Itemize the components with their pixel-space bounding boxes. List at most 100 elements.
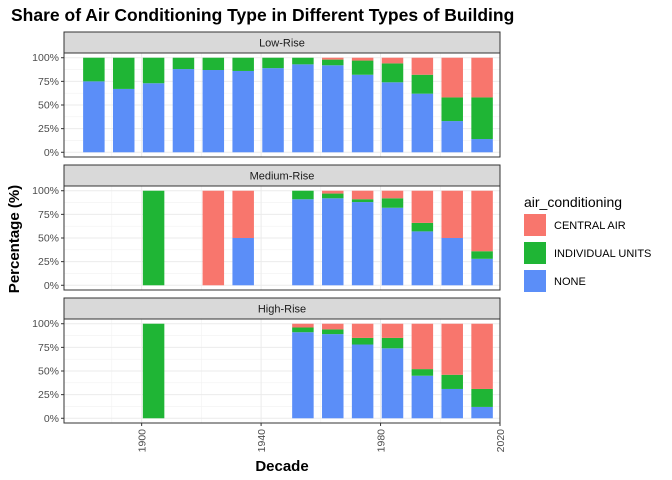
panel-medium-rise: Medium-Rise 0% 25% 50% 75% 100%: [32, 164, 501, 292]
bar-segment-individual: [292, 190, 314, 200]
x-axis: 1900 1940 1980 2020: [137, 423, 507, 452]
chart-title: Share of Air Conditioning Type in Differ…: [11, 5, 514, 25]
bar-segment-none: [232, 238, 254, 286]
y-tick-label: 100%: [32, 52, 59, 64]
legend-key: [524, 214, 546, 236]
bar-segment-none: [232, 70, 254, 153]
bar-segment-individual: [471, 388, 493, 407]
bar-segment-none: [292, 64, 314, 153]
bar-segment-central: [322, 190, 344, 194]
y-tick-label: 100%: [32, 318, 59, 330]
legend-label: NONE: [554, 276, 586, 288]
panel-low-rise: Low-Rise 0% 25% 50% 75% 100%: [32, 31, 501, 159]
bar-segment-none: [83, 81, 105, 153]
bar-segment-none: [322, 65, 344, 153]
legend: air_conditioning CENTRAL AIR INDIVIDUAL U…: [524, 194, 651, 292]
bar-segment-central: [411, 190, 434, 223]
bar-segment-none: [471, 406, 493, 419]
bar-segment-individual: [381, 198, 404, 208]
bar-segment-central: [322, 57, 344, 60]
bar-segment-none: [351, 74, 374, 153]
bar-segment-individual: [411, 369, 434, 376]
y-axis-title: Percentage (%): [6, 185, 23, 293]
bar-segment-central: [441, 57, 463, 98]
bar-segment-none: [292, 199, 314, 286]
bar-segment-individual: [232, 57, 254, 71]
facet-strip-label: Low-Rise: [259, 38, 305, 50]
bar-segment-central: [411, 323, 434, 370]
bar-segment-central: [351, 190, 374, 200]
x-tick-label: 1900: [137, 429, 149, 453]
bar-segment-individual: [471, 97, 493, 140]
bar-segment-none: [172, 69, 195, 153]
bar-segment-individual: [411, 222, 434, 232]
bar-segment-none: [411, 375, 434, 419]
bar-segment-none: [322, 198, 344, 286]
bar-segment-none: [441, 388, 463, 419]
y-tick-label: 50%: [38, 366, 59, 378]
y-tick-label: 50%: [38, 233, 59, 245]
y-tick-label: 0%: [44, 413, 59, 425]
bar-segment-central: [322, 323, 344, 330]
bar-segment-individual: [142, 323, 165, 419]
y-tick-label: 75%: [38, 209, 59, 221]
y-tick-label: 100%: [32, 185, 59, 197]
y-tick-label: 25%: [38, 389, 59, 401]
bar-segment-none: [441, 238, 463, 286]
bar-segment-none: [471, 258, 493, 286]
bar-segment-individual: [112, 57, 135, 89]
bar-segment-none: [441, 121, 463, 153]
bar-segment-none: [202, 70, 225, 153]
bar-segment-none: [411, 93, 434, 153]
legend-label: CENTRAL AIR: [554, 220, 626, 232]
bar-segment-individual: [351, 60, 374, 75]
y-tick-label: 50%: [38, 100, 59, 112]
y-tick-label: 75%: [38, 76, 59, 88]
bar-segment-central: [471, 57, 493, 98]
x-axis-title: Decade: [255, 458, 308, 475]
bar-segment-central: [411, 57, 434, 75]
y-tick-label: 0%: [44, 147, 59, 159]
y-tick-label: 75%: [38, 342, 59, 354]
bar-segment-individual: [441, 374, 463, 389]
facet-strip-label: High-Rise: [258, 304, 306, 316]
bar-segment-central: [381, 57, 404, 64]
bar-segment-individual: [172, 57, 195, 70]
bar-segment-individual: [142, 57, 165, 84]
bar-segment-none: [471, 139, 493, 153]
bar-segment-individual: [322, 193, 344, 199]
bar-segment-central: [381, 323, 404, 338]
bar-segment-none: [381, 207, 404, 286]
bar-segment-none: [292, 332, 314, 419]
bar-segment-individual: [351, 337, 374, 345]
bar-segment-individual: [411, 74, 434, 94]
bar-segment-central: [471, 190, 493, 252]
bar-segment-central: [351, 57, 374, 61]
bar-segment-individual: [322, 329, 344, 335]
bar-segment-individual: [322, 59, 344, 66]
bar-segment-individual: [292, 327, 314, 333]
bar-segment-none: [142, 83, 165, 153]
bar-segment-central: [381, 190, 404, 199]
bar-segment-individual: [202, 57, 225, 71]
facet-strip-label: Medium-Rise: [250, 171, 315, 183]
legend-title: air_conditioning: [524, 194, 622, 210]
x-tick-label: 2020: [495, 429, 507, 453]
bar-segment-none: [351, 344, 374, 419]
bar-segment-none: [411, 231, 434, 286]
bar-segment-central: [471, 323, 493, 389]
bar-segment-central: [202, 190, 225, 286]
legend-label: INDIVIDUAL UNITS: [554, 248, 651, 260]
panel-high-rise: High-Rise 0% 25% 50% 75% 100%: [32, 297, 501, 425]
bar-segment-individual: [83, 57, 105, 82]
legend-key: [524, 242, 546, 264]
bar-segment-central: [351, 323, 374, 338]
bar-segment-none: [381, 82, 404, 153]
bar-segment-individual: [262, 57, 284, 69]
bar-segment-none: [381, 348, 404, 419]
bar-segment-individual: [351, 199, 374, 203]
bar-segment-none: [322, 334, 344, 419]
plot-panels: Low-Rise 0% 25% 50% 75% 100% Medium-Rise 0% 25% 5…: [32, 31, 501, 425]
bar-segment-none: [262, 68, 284, 153]
